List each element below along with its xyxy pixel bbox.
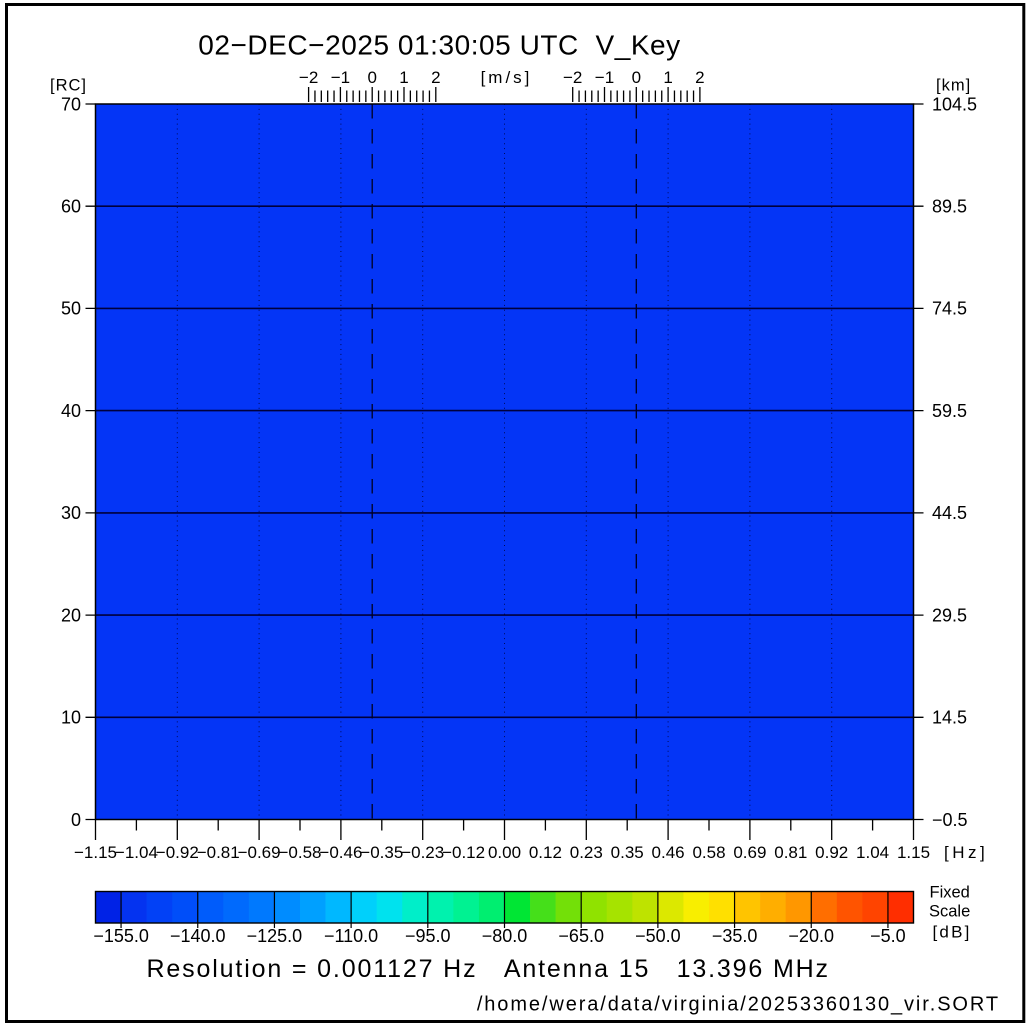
svg-text:−1.15: −1.15	[74, 843, 117, 862]
svg-text:−2: −2	[299, 68, 318, 87]
svg-text:−155.0: −155.0	[93, 926, 149, 946]
svg-text:−110.0: −110.0	[324, 926, 378, 946]
svg-text:−0.58: −0.58	[278, 843, 321, 862]
svg-text:1.04: 1.04	[856, 843, 889, 862]
svg-text:−0.69: −0.69	[238, 843, 281, 862]
svg-text:−140.0: −140.0	[170, 926, 226, 946]
svg-text:0.35: 0.35	[611, 843, 644, 862]
svg-text:60: 60	[61, 197, 81, 217]
svg-text:14.5: 14.5	[932, 708, 967, 728]
svg-text:−20.0: −20.0	[788, 926, 834, 946]
svg-text:−35.0: −35.0	[712, 926, 758, 946]
svg-text:[Hz]: [Hz]	[944, 843, 988, 862]
svg-text:−80.0: −80.0	[482, 926, 528, 946]
svg-text:[m/s]: [m/s]	[481, 68, 533, 87]
svg-text:2: 2	[431, 68, 440, 87]
svg-text:74.5: 74.5	[932, 299, 967, 319]
svg-text:0.46: 0.46	[652, 843, 685, 862]
svg-text:0: 0	[632, 68, 641, 87]
svg-text:−0.12: −0.12	[442, 843, 485, 862]
svg-text:−0.5: −0.5	[932, 810, 968, 830]
svg-text:70: 70	[61, 94, 81, 114]
svg-text:−1: −1	[331, 68, 350, 87]
svg-text:2: 2	[695, 68, 704, 87]
svg-text:59.5: 59.5	[932, 401, 967, 421]
svg-text:[RC]: [RC]	[50, 77, 87, 95]
svg-text:29.5: 29.5	[932, 605, 967, 625]
svg-text:−125.0: −125.0	[247, 926, 303, 946]
svg-text:[km]: [km]	[936, 77, 971, 95]
svg-text:−0.35: −0.35	[360, 843, 403, 862]
svg-text:50: 50	[61, 299, 81, 319]
svg-text:−1.04: −1.04	[115, 843, 158, 862]
svg-text:−5.0: −5.0	[870, 926, 906, 946]
svg-text:104.5: 104.5	[932, 94, 977, 114]
svg-text:−1: −1	[595, 68, 614, 87]
svg-text:89.5: 89.5	[932, 197, 967, 217]
svg-text:40: 40	[61, 401, 81, 421]
svg-text:/home/wera/data/virginia/20253: /home/wera/data/virginia/20253360130_vir…	[477, 994, 1000, 1016]
svg-text:−0.81: −0.81	[197, 843, 240, 862]
svg-text:[dB]: [dB]	[933, 923, 972, 942]
svg-text:0.58: 0.58	[692, 843, 725, 862]
svg-text:−95.0: −95.0	[405, 926, 451, 946]
svg-text:0.12: 0.12	[529, 843, 562, 862]
svg-text:−2: −2	[563, 68, 582, 87]
svg-text:20: 20	[61, 605, 81, 625]
svg-text:30: 30	[61, 503, 81, 523]
svg-text:0.92: 0.92	[815, 843, 848, 862]
svg-text:0.00: 0.00	[488, 843, 521, 862]
svg-text:1: 1	[399, 68, 408, 87]
svg-text:0.23: 0.23	[570, 843, 603, 862]
svg-text:0: 0	[367, 68, 376, 87]
svg-text:1: 1	[663, 68, 672, 87]
svg-text:1.15: 1.15	[897, 843, 930, 862]
svg-text:−0.46: −0.46	[319, 843, 362, 862]
svg-text:0.81: 0.81	[774, 843, 807, 862]
svg-text:0.69: 0.69	[733, 843, 766, 862]
svg-text:44.5: 44.5	[932, 503, 967, 523]
svg-text:10: 10	[61, 708, 81, 728]
svg-text:02−DEC−2025 01:30:05 UTC V_Ke: 02−DEC−2025 01:30:05 UTC V_Key	[198, 30, 680, 61]
svg-text:−0.23: −0.23	[401, 843, 444, 862]
svg-text:−0.92: −0.92	[156, 843, 199, 862]
svg-text:0: 0	[71, 810, 81, 830]
svg-text:−65.0: −65.0	[558, 926, 604, 946]
svg-text:Scale: Scale	[929, 903, 970, 921]
svg-text:−50.0: −50.0	[635, 926, 681, 946]
svg-text:Fixed: Fixed	[930, 884, 970, 902]
svg-text:Resolution = 0.001127 Hz Ant: Resolution = 0.001127 Hz Antenna 15 13.3…	[147, 955, 830, 983]
